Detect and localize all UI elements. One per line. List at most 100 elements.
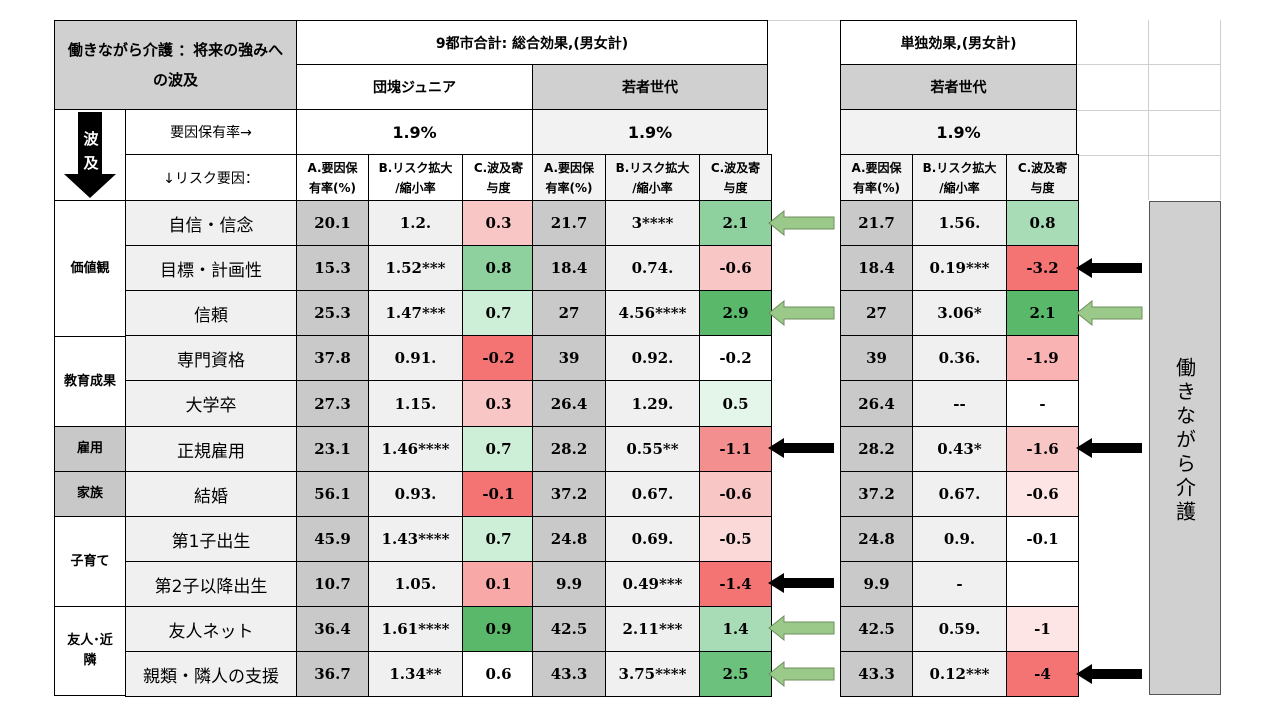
sidebar-caregiving: 働きながら介護 [1149,201,1221,695]
contribution-cell: 0.3 [462,380,535,427]
category-employment: 雇用 [54,426,126,472]
factor-rate-cell: 24.8 [840,516,913,562]
category-childcare: 子育て [54,516,126,607]
risk-ratio-cell: 0.49*** [605,561,700,607]
factor-rate-cell: 27 [532,290,606,336]
factor-rate-cell: 18.4 [840,245,913,291]
factor-rate-cell: 24.8 [532,516,606,562]
risk-ratio-cell: 2.11*** [605,606,700,652]
contribution-cell: 1.4 [699,606,772,652]
risk-ratio-cell: -- [912,380,1007,427]
risk-factor-name: 結婚 [125,471,297,517]
col-b-header-line-1: B.リスク拡大 [378,160,453,175]
factor-rate-cell: 45.9 [296,516,369,562]
risk-factor-name: 第1子出生 [125,516,297,562]
risk-ratio-cell: 3.06* [912,290,1007,336]
dankai-rate: 1.9% [296,109,533,155]
factor-rate-cell: 43.3 [532,651,606,697]
table-title: 働きながら介護 ：将来の強みへの波及 [54,20,297,110]
col-a-header-line-2: 有率(%) [309,180,356,195]
risk-ratio-cell: 1.43**** [368,516,463,562]
contribution-cell: 0.9 [462,606,535,652]
contribution-cell: -4 [1006,651,1079,697]
col-a-header: A.要因保 有率(%) [840,154,913,201]
col-b-header: B.リスク拡大/縮小率 [368,154,463,201]
risk-ratio-cell: 0.9. [912,516,1007,562]
risk-factor-name: 専門資格 [125,335,297,381]
contribution-cell: - [1006,380,1079,427]
factor-rate-cell: 9.9 [532,561,606,607]
risk-ratio-cell: 1.56. [912,200,1007,246]
col-a-header: A.要因保有率(%) [296,154,369,201]
contribution-cell: -0.1 [462,471,535,517]
factor-rate-cell: 10.7 [296,561,369,607]
grid-line [1077,64,1221,65]
risk-ratio-cell: 0.69. [605,516,700,562]
col-c-header-line-2: 与度 [723,180,748,195]
black-left-arrow-icon [768,438,834,458]
factor-rate-cell: 39 [532,335,606,381]
green-left-arrow-icon [768,615,835,641]
contribution-cell: -0.6 [1006,471,1079,517]
category-friends-line-2: 隣 [83,653,97,668]
factor-rate-cell: 27 [840,290,913,336]
black-left-arrow-icon [768,573,834,593]
contribution-cell: -1.9 [1006,335,1079,381]
factor-rate-cell: 26.4 [532,380,606,427]
contribution-cell: 2.1 [1006,290,1079,336]
wave-label-1: 波 [83,130,99,148]
black-left-arrow-icon [1076,664,1142,684]
col-b-header-line-1: B.リスク拡大 [615,160,690,175]
category-friends: 友人･近 隣 [54,606,126,696]
col-a-header: A.要因保 有率(%) [532,154,606,201]
contribution-cell: 0.3 [462,200,535,246]
col-a-header-line-1: A.要因保 [307,160,358,175]
green-left-arrow-icon [768,210,835,236]
risk-factor-label: ↓リスク要因： [125,154,297,201]
young-rate: 1.9% [532,109,768,155]
young-generation-single-header: 若者世代 [840,64,1077,110]
risk-ratio-cell: 1.46**** [368,426,463,472]
contribution-cell: 0.6 [462,651,535,697]
contribution-cell: 2.5 [699,651,772,697]
risk-ratio-cell: 0.12*** [912,651,1007,697]
wave-label-2: 及 [83,154,99,172]
factor-rate-cell: 15.3 [296,245,369,291]
black-left-arrow-icon [1076,438,1142,458]
risk-ratio-cell: 0.91. [368,335,463,381]
risk-factor-name: 第2子以降出生 [125,561,297,607]
contribution-cell: -1.6 [1006,426,1079,472]
category-values: 価値観 [54,200,126,337]
col-c-header: C.波及寄与度 [699,154,772,201]
contribution-cell: 0.8 [462,245,535,291]
contribution-cell: -0.2 [699,335,772,381]
risk-ratio-cell: 0.55** [605,426,700,472]
risk-ratio-cell: 4.56**** [605,290,700,336]
factor-rate-cell: 37.2 [532,471,606,517]
factor-rate-cell: 37.2 [840,471,913,517]
factor-rate-cell: 36.7 [296,651,369,697]
factor-rate-label: 要因保有率→ [125,109,297,155]
contribution-cell: 0.7 [462,516,535,562]
contribution-cell: 2.9 [699,290,772,336]
contribution-cell: -1.4 [699,561,772,607]
grid-line [1077,155,1221,156]
col-c-header-line-1: C.波及寄 [710,160,761,175]
factor-rate-cell: 36.4 [296,606,369,652]
single-effect-header: 単独効果,(男女計) [840,20,1077,65]
contribution-cell: -0.5 [699,516,772,562]
risk-factor-name: 自信・信念 [125,200,297,246]
risk-ratio-cell: 1.29. [605,380,700,427]
risk-ratio-cell: 3.75**** [605,651,700,697]
grid-line [1077,110,1221,111]
risk-ratio-cell: 0.43* [912,426,1007,472]
contribution-cell: -0.1 [1006,516,1079,562]
risk-ratio-cell: 1.05. [368,561,463,607]
contribution-cell: -0.2 [462,335,535,381]
risk-ratio-cell: 0.67. [605,471,700,517]
col-a-header-line-2: 有率(%) [853,180,900,195]
risk-ratio-cell: 0.74. [605,245,700,291]
contribution-cell: -0.6 [699,245,772,291]
risk-factor-name: 正規雇用 [125,426,297,472]
total-effect-header: 9都市合計: 総合効果,(男女計) [296,20,768,65]
